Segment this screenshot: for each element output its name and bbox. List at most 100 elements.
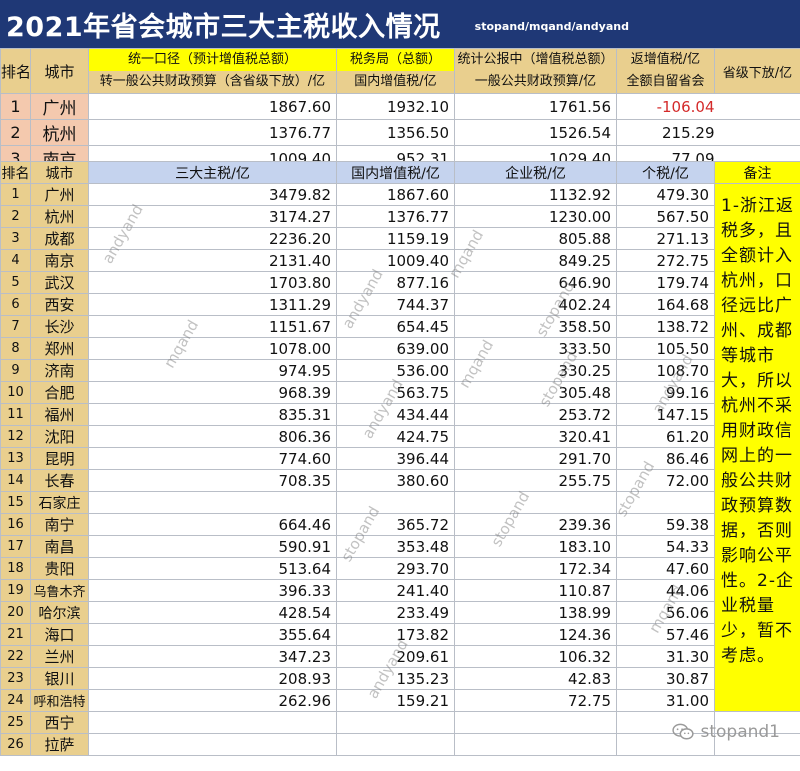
vat-cell: 173.82	[336, 623, 455, 646]
pit-cell: 272.75	[616, 249, 715, 272]
pit-cell: 72.00	[616, 469, 715, 492]
rank-cell: 2	[0, 205, 31, 228]
top-header-col4-line2: 全额自留省会	[617, 71, 714, 93]
city-cell: 郑州	[30, 337, 89, 360]
pit-cell: 57.46	[616, 623, 715, 646]
pit-cell: 61.20	[616, 425, 715, 448]
rank-cell: 8	[0, 337, 31, 360]
pit-cell: 138.72	[616, 315, 715, 338]
vat-cell	[336, 733, 455, 756]
main-tax-table: 排名 城市 三大主税/亿 国内增值税/亿 企业税/亿 个税/亿 备注 1 广州 34…	[0, 161, 800, 756]
top-header-col2: 税务局（总额） 国内增值税/亿	[336, 48, 455, 94]
vat-cell: 241.40	[336, 579, 455, 602]
top-header-col4: 返增值税/亿 全额自留省会	[616, 48, 715, 94]
total-tax-cell: 513.64	[88, 557, 337, 580]
total-tax-cell: 208.93	[88, 667, 337, 690]
pit-cell: 86.46	[616, 447, 715, 470]
rank-cell: 12	[0, 425, 31, 448]
top-header-col3: 统计公报中（增值税总额） 一般公共财政预算/亿	[454, 48, 617, 94]
main-header-vat: 国内增值税/亿	[336, 161, 455, 184]
total-tax-cell: 774.60	[88, 447, 337, 470]
top-v4-cell: -106.04	[616, 93, 715, 120]
table-row: 22 兰州 347.23 209.61 106.32 31.30	[0, 645, 800, 668]
vat-cell: 639.00	[336, 337, 455, 360]
city-cell: 南昌	[30, 535, 89, 558]
brand-text: stopand1	[700, 722, 780, 742]
table-row: 15 石家庄	[0, 491, 800, 514]
table-row: 4 南京 2131.40 1009.40 849.25 272.75	[0, 249, 800, 272]
top-header-city: 城市	[30, 48, 89, 94]
main-header-rank: 排名	[0, 161, 31, 184]
top-header-col1-line2: 转一般公共财政预算（含省级下放）/亿	[89, 71, 336, 93]
top-v4-cell: 215.29	[616, 119, 715, 146]
city-cell: 西宁	[30, 711, 89, 734]
pit-cell: 479.30	[616, 183, 715, 206]
corp-tax-cell: 320.41	[454, 425, 617, 448]
city-cell: 沈阳	[30, 425, 89, 448]
rank-cell: 5	[0, 271, 31, 294]
top-header-col3-line2: 一般公共财政预算/亿	[455, 71, 616, 93]
corp-tax-cell: 646.90	[454, 271, 617, 294]
pit-cell: 56.06	[616, 601, 715, 624]
total-tax-cell: 262.96	[88, 689, 337, 712]
top-header-col4-line1: 返增值税/亿	[617, 49, 714, 71]
corp-tax-cell: 333.50	[454, 337, 617, 360]
corp-tax-cell: 138.99	[454, 601, 617, 624]
corp-tax-cell: 172.34	[454, 557, 617, 580]
rank-cell: 24	[0, 689, 31, 712]
rank-cell: 25	[0, 711, 31, 734]
rank-cell: 26	[0, 733, 31, 756]
top-rank-cell: 2	[0, 119, 31, 146]
note-cell: 1-浙江返税多，且全额计入杭州，口径远比广州、成都等城市大，所以杭州不采用财政信…	[714, 183, 800, 712]
table-row: 26 拉萨	[0, 733, 800, 756]
vat-cell: 1009.40	[336, 249, 455, 272]
city-cell: 南京	[30, 249, 89, 272]
total-tax-cell: 1703.80	[88, 271, 337, 294]
vat-cell: 380.60	[336, 469, 455, 492]
vat-cell: 209.61	[336, 645, 455, 668]
corp-tax-cell: 253.72	[454, 403, 617, 426]
city-cell: 长春	[30, 469, 89, 492]
table-row: 24 呼和浩特 262.96 159.21 72.75 31.00	[0, 689, 800, 712]
main-header-corp: 企业税/亿	[454, 161, 617, 184]
corp-tax-cell: 110.87	[454, 579, 617, 602]
top-header-col1-line1: 统一口径（预计增值税总额）	[89, 49, 336, 71]
pit-cell: 59.38	[616, 513, 715, 536]
total-tax-cell	[88, 491, 337, 514]
corp-tax-cell	[454, 491, 617, 514]
table-row: 14 长春 708.35 380.60 255.75 72.00	[0, 469, 800, 492]
table-row: 23 银川 208.93 135.23 42.83 30.87	[0, 667, 800, 690]
top-header-col2-line1: 税务局（总额）	[337, 49, 454, 71]
city-cell: 杭州	[30, 205, 89, 228]
corp-tax-cell: 1230.00	[454, 205, 617, 228]
table-row: 1 广州 3479.82 1867.60 1132.92 479.30 1-浙江返税多，且全…	[0, 183, 800, 712]
rank-cell: 18	[0, 557, 31, 580]
total-tax-cell: 1078.00	[88, 337, 337, 360]
total-tax-cell: 974.95	[88, 359, 337, 382]
table-row: 6 西安 1311.29 744.37 402.24 164.68	[0, 293, 800, 316]
table-row: 7 长沙 1151.67 654.45 358.50 138.72	[0, 315, 800, 338]
city-cell: 武汉	[30, 271, 89, 294]
top-v1-cell: 1376.77	[88, 119, 337, 146]
vat-cell: 135.23	[336, 667, 455, 690]
corp-tax-cell: 124.36	[454, 623, 617, 646]
top-row: 1 广州 1867.60 1932.10 1761.56 -106.04	[0, 93, 800, 120]
city-cell: 乌鲁木齐	[30, 579, 89, 602]
city-cell: 西安	[30, 293, 89, 316]
city-cell: 海口	[30, 623, 89, 646]
pit-cell: 271.13	[616, 227, 715, 250]
top-header-col3-line1: 统计公报中（增值税总额）	[455, 49, 616, 71]
top-city-cell: 杭州	[30, 119, 89, 146]
city-cell: 济南	[30, 359, 89, 382]
vat-cell: 365.72	[336, 513, 455, 536]
top-v2-cell: 1932.10	[336, 93, 455, 120]
rank-cell: 20	[0, 601, 31, 624]
vat-cell: 353.48	[336, 535, 455, 558]
pit-cell: 54.33	[616, 535, 715, 558]
vat-cell: 434.44	[336, 403, 455, 426]
table-row: 20 哈尔滨 428.54 233.49 138.99 56.06	[0, 601, 800, 624]
total-tax-cell: 3174.27	[88, 205, 337, 228]
main-header-note: 备注	[714, 161, 800, 184]
main-header-total: 三大主税/亿	[88, 161, 337, 184]
total-tax-cell: 806.36	[88, 425, 337, 448]
